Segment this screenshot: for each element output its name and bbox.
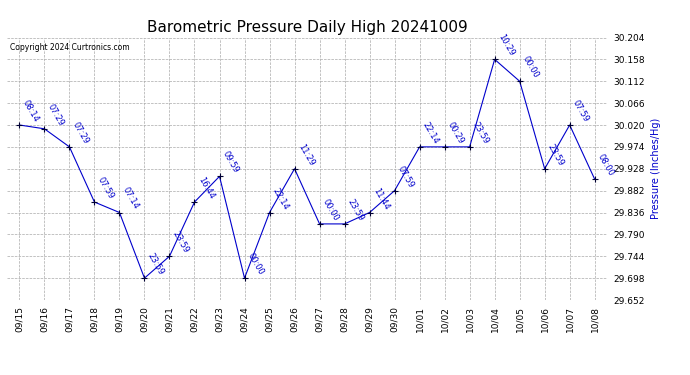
Text: 00:00: 00:00	[246, 252, 266, 277]
Text: 23:59: 23:59	[546, 142, 566, 167]
Text: 09:59: 09:59	[221, 150, 241, 175]
Text: 22:14: 22:14	[421, 120, 441, 146]
Text: 07:59: 07:59	[396, 164, 415, 189]
Text: 10:29: 10:29	[496, 33, 515, 58]
Text: 23:59: 23:59	[471, 120, 491, 146]
Text: 07:59: 07:59	[96, 176, 115, 201]
Text: 08:00: 08:00	[596, 153, 615, 178]
Text: 07:59: 07:59	[571, 98, 591, 124]
Title: Barometric Pressure Daily High 20241009: Barometric Pressure Daily High 20241009	[147, 20, 467, 35]
Y-axis label: Pressure (Inches/Hg): Pressure (Inches/Hg)	[651, 118, 660, 219]
Text: 00:00: 00:00	[321, 198, 341, 222]
Text: 22:14: 22:14	[271, 186, 290, 211]
Text: 08:14: 08:14	[21, 98, 41, 124]
Text: Copyright 2024 Curtronics.com: Copyright 2024 Curtronics.com	[10, 43, 130, 52]
Text: 00:00: 00:00	[521, 55, 541, 80]
Text: 23:59: 23:59	[146, 252, 166, 277]
Text: 07:29: 07:29	[46, 102, 66, 128]
Text: 23:59: 23:59	[346, 197, 366, 222]
Text: 11:44: 11:44	[371, 186, 391, 211]
Text: 11:29: 11:29	[296, 142, 315, 167]
Text: 16:44: 16:44	[196, 176, 215, 201]
Text: 23:59: 23:59	[171, 230, 190, 255]
Text: 00:29: 00:29	[446, 120, 466, 146]
Text: 07:14: 07:14	[121, 186, 141, 211]
Text: 07:29: 07:29	[71, 120, 90, 146]
